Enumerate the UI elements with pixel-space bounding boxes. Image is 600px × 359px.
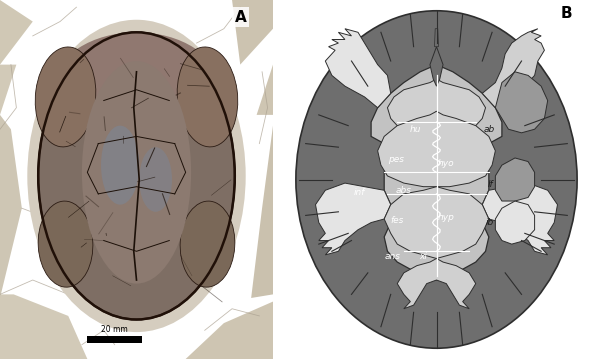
Text: hyo: hyo xyxy=(438,159,455,168)
Polygon shape xyxy=(482,183,557,255)
Text: lf: lf xyxy=(488,180,493,190)
Polygon shape xyxy=(0,65,16,115)
Text: hu: hu xyxy=(409,125,421,134)
Polygon shape xyxy=(430,47,443,86)
Ellipse shape xyxy=(38,32,235,320)
Ellipse shape xyxy=(38,201,93,287)
Polygon shape xyxy=(496,158,535,201)
Text: B: B xyxy=(561,6,572,21)
Ellipse shape xyxy=(55,32,218,140)
Ellipse shape xyxy=(28,20,246,332)
Text: hyp: hyp xyxy=(438,213,455,222)
Polygon shape xyxy=(316,183,391,255)
Polygon shape xyxy=(185,302,273,359)
Polygon shape xyxy=(496,201,535,244)
Polygon shape xyxy=(384,187,489,258)
Polygon shape xyxy=(0,0,33,65)
Text: 20 mm: 20 mm xyxy=(101,325,128,334)
Polygon shape xyxy=(251,126,273,298)
Bar xyxy=(88,336,142,343)
Ellipse shape xyxy=(180,201,235,287)
Polygon shape xyxy=(257,65,273,115)
Ellipse shape xyxy=(101,126,139,205)
Polygon shape xyxy=(325,29,391,108)
Polygon shape xyxy=(496,72,548,133)
Text: pes: pes xyxy=(388,155,404,164)
Polygon shape xyxy=(0,115,22,298)
Text: abs: abs xyxy=(396,186,412,195)
Text: ans: ans xyxy=(385,252,400,261)
Ellipse shape xyxy=(296,11,577,348)
Polygon shape xyxy=(232,0,273,65)
Polygon shape xyxy=(377,111,496,187)
Text: inf: inf xyxy=(354,187,365,197)
Ellipse shape xyxy=(139,147,172,212)
Text: fes: fes xyxy=(391,216,404,225)
Text: xi: xi xyxy=(419,252,427,261)
Polygon shape xyxy=(434,29,439,47)
Ellipse shape xyxy=(177,47,238,147)
Polygon shape xyxy=(371,65,502,280)
Polygon shape xyxy=(0,294,88,359)
Text: A: A xyxy=(235,10,247,24)
Polygon shape xyxy=(397,258,476,309)
Text: ib: ib xyxy=(485,218,494,227)
Polygon shape xyxy=(388,79,485,129)
Text: ab: ab xyxy=(483,125,494,134)
Polygon shape xyxy=(482,29,544,108)
Ellipse shape xyxy=(35,47,96,147)
Ellipse shape xyxy=(82,61,191,284)
